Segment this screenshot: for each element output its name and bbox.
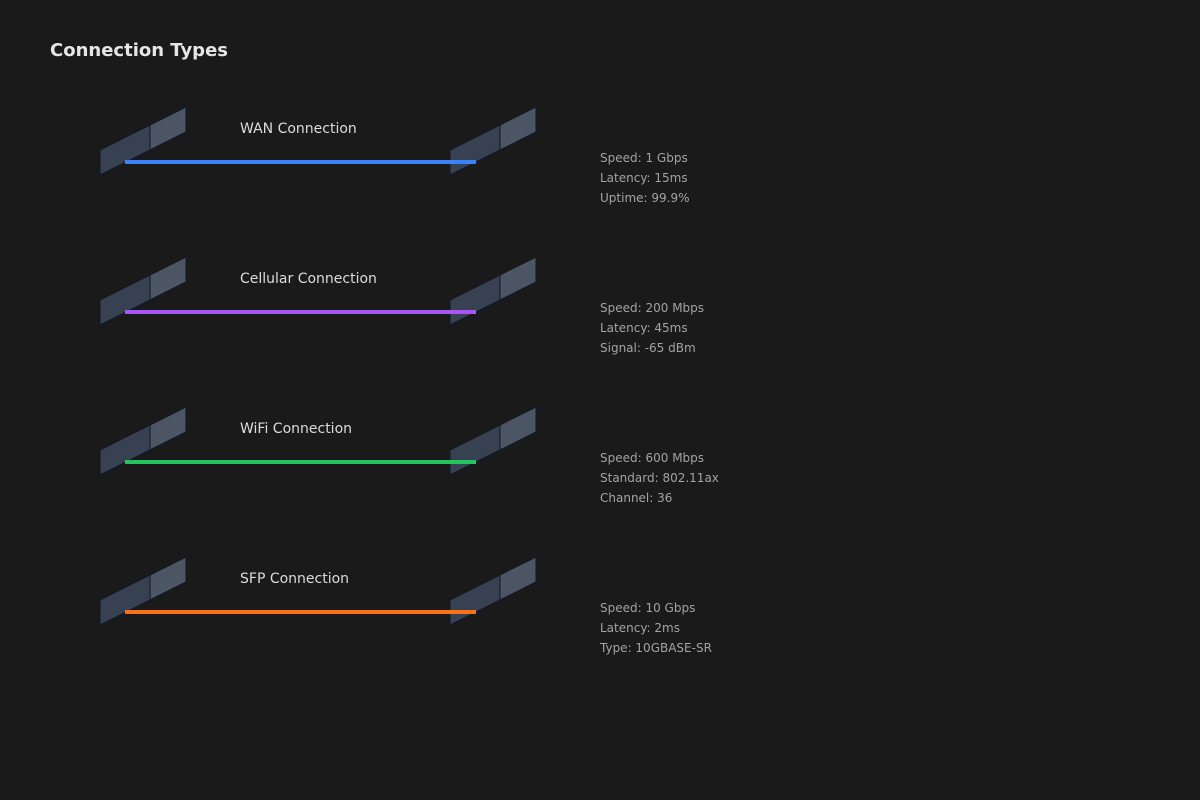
connection-stat: Speed: 10 Gbps: [600, 601, 695, 615]
connection-wifi: WiFi Connection Speed: 600 Mbps Standard: …: [99, 406, 719, 505]
target-node-front-face: [449, 124, 501, 176]
connection-stat: Uptime: 99.9%: [600, 191, 690, 205]
connection-stat: Channel: 36: [600, 491, 672, 505]
connection-stat: Standard: 802.11ax: [600, 471, 719, 485]
target-node-front-face: [449, 424, 501, 476]
target-node-front-face: [449, 574, 501, 626]
source-node-front-face: [99, 124, 151, 176]
connection-stat: Latency: 2ms: [600, 621, 680, 635]
page-title: Connection Types: [50, 40, 228, 61]
connection-cellular: Cellular Connection Speed: 200 Mbps Latenc…: [99, 256, 704, 355]
source-node-front-face: [99, 574, 151, 626]
connection-stat: Type: 10GBASE-SR: [599, 641, 712, 655]
connection-label: WiFi Connection: [240, 421, 352, 437]
connection-stat: Signal: -65 dBm: [600, 341, 696, 355]
connection-label: Cellular Connection: [240, 271, 377, 287]
source-node-back-face: [149, 406, 187, 451]
source-node-back-face: [149, 106, 187, 151]
connection-stat: Speed: 1 Gbps: [600, 151, 688, 165]
target-node-back-face: [499, 556, 537, 601]
connection-stat: Speed: 200 Mbps: [600, 301, 704, 315]
source-node-back-face: [149, 556, 187, 601]
connection-sfp: SFP Connection Speed: 10 Gbps Latency: 2ms…: [99, 556, 712, 655]
target-node-back-face: [499, 106, 537, 151]
connection-stat: Latency: 45ms: [600, 321, 688, 335]
connection-label: WAN Connection: [240, 121, 357, 137]
target-node-back-face: [499, 406, 537, 451]
connection-stat: Speed: 600 Mbps: [600, 451, 704, 465]
connection-stat: Latency: 15ms: [600, 171, 688, 185]
target-node-front-face: [449, 274, 501, 326]
source-node-front-face: [99, 274, 151, 326]
target-node-back-face: [499, 256, 537, 301]
connection-wan: WAN Connection Speed: 1 Gbps Latency: 15ms…: [99, 106, 690, 205]
source-node-front-face: [99, 424, 151, 476]
source-node-back-face: [149, 256, 187, 301]
connection-label: SFP Connection: [240, 571, 349, 587]
